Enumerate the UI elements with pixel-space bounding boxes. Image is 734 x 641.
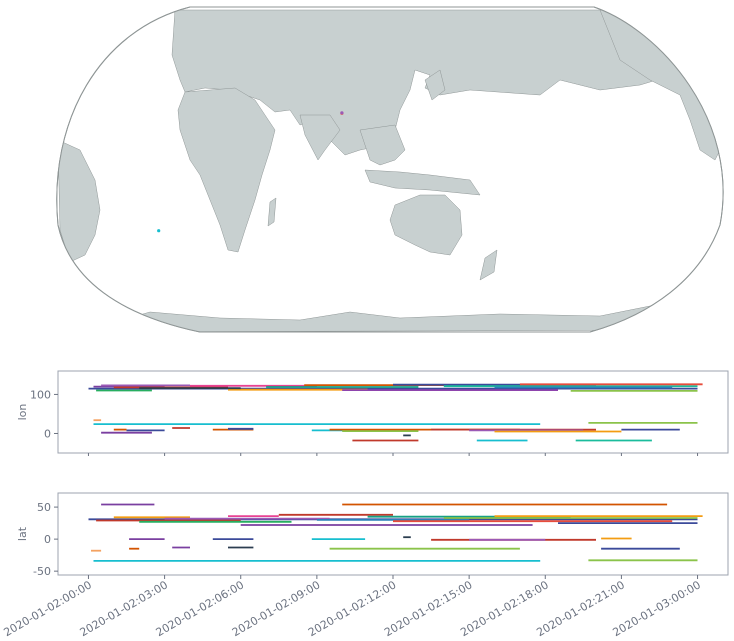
land-south-america xyxy=(57,139,101,263)
land-india xyxy=(299,114,341,161)
land-new-zealand xyxy=(479,249,498,281)
lon-panel: lon 0 100 xyxy=(16,370,729,454)
land-africa xyxy=(177,87,276,253)
land-australia xyxy=(389,194,463,256)
y-tick-label: 0 xyxy=(44,533,51,546)
land-japan xyxy=(424,69,446,101)
land-madagascar xyxy=(267,197,277,227)
lon-yticks: 0 100 xyxy=(30,388,58,440)
lon-axis-label: lon xyxy=(16,404,29,421)
y-tick-label: 0 xyxy=(44,427,51,440)
lon-segments xyxy=(88,383,703,442)
map-land xyxy=(57,9,724,332)
land-antarctica xyxy=(79,299,724,332)
world-map xyxy=(56,6,724,333)
lat-yticks: -50 0 50 xyxy=(33,501,58,578)
map-point xyxy=(157,229,161,233)
map-point xyxy=(340,111,344,115)
map-outline xyxy=(56,6,724,333)
y-tick-label: -50 xyxy=(33,565,51,578)
land-indonesia xyxy=(364,169,481,196)
lat-segments xyxy=(88,503,703,562)
map-points xyxy=(157,111,344,233)
y-tick-label: 50 xyxy=(37,501,51,514)
lat-axis-label: lat xyxy=(16,526,29,541)
y-tick-label: 100 xyxy=(30,388,51,401)
land-se-asia xyxy=(359,124,406,166)
